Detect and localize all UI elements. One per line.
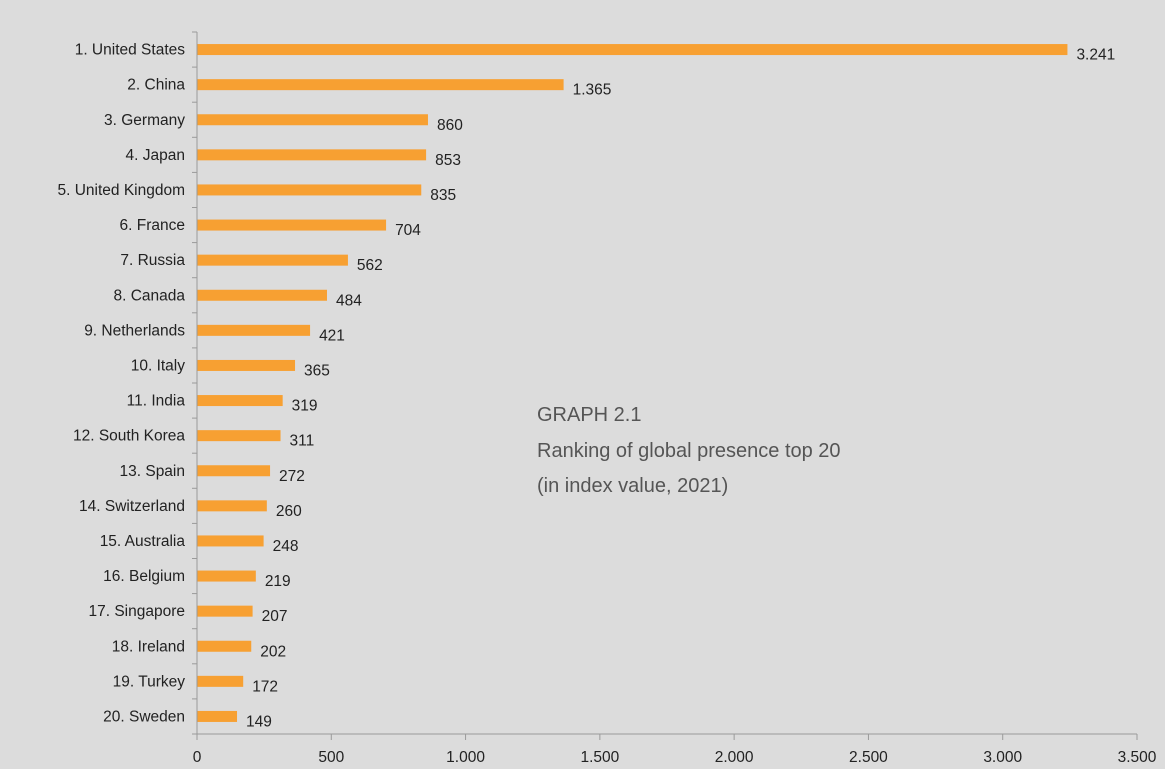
bar [197,79,564,91]
category-label: 1. United States [75,42,186,59]
category-label: 14. Switzerland [79,498,185,515]
data-label: 207 [262,608,288,625]
data-label: 562 [357,257,383,274]
data-label: 484 [336,292,362,309]
x-tick-label: 3.000 [983,749,1022,766]
bar [197,640,252,652]
x-tick-label: 500 [318,749,344,766]
data-label: 3.241 [1076,47,1115,64]
category-label: 4. Japan [126,147,185,164]
bar [197,710,238,722]
bars-layer [197,44,1068,722]
bar [197,44,1068,56]
bar [197,324,311,336]
bar [197,289,327,301]
x-tick-label: 2.000 [715,749,754,766]
bar [197,675,244,687]
data-label: 853 [435,152,461,169]
chart-title: GRAPH 2.1 [537,404,641,426]
data-label: 1.365 [573,82,612,99]
bar [197,219,387,231]
labels-layer: 0 500 1.000 1.500 2.000 2.500 3.000 3.500 1. Uni… [57,42,1156,766]
data-label: 365 [304,362,330,379]
bar [197,254,348,266]
x-tick-label: 2.500 [849,749,888,766]
category-label: 16. Belgium [103,568,185,585]
data-label: 421 [319,327,345,344]
category-label: 20. Sweden [103,708,185,725]
bar [197,184,422,196]
data-label: 248 [273,538,299,555]
bar [197,430,281,442]
category-label: 11. India [127,393,186,410]
x-tick-label: 1.500 [580,749,619,766]
data-label: 272 [279,468,305,485]
data-label: 219 [265,573,291,590]
x-tick-label: 1.000 [446,749,485,766]
data-label: 172 [252,678,278,695]
bar [197,605,253,617]
category-label: 19. Turkey [113,673,186,690]
category-label: 8. Canada [113,287,185,304]
category-label: 2. China [127,77,185,94]
category-label: 18. Ireland [112,638,185,655]
data-label: 319 [292,398,318,415]
data-label: 260 [276,503,302,520]
data-label: 835 [430,187,456,204]
data-label: 860 [437,117,463,134]
category-label: 12. South Korea [73,428,185,445]
category-label: 7. Russia [120,252,185,269]
category-label: 10. Italy [131,357,186,374]
data-label: 704 [395,222,421,239]
bar [197,149,427,161]
chart-subtitle-line-1: Ranking of global presence top 20 [537,440,841,462]
category-label: 6. France [120,217,185,234]
category-label: 15. Australia [100,533,186,550]
category-label: 3. Germany [104,112,185,129]
x-tick-label: 3.500 [1118,749,1157,766]
bar [197,465,271,477]
data-label: 311 [290,433,315,450]
bar [197,500,267,512]
category-label: 5. United Kingdom [57,182,185,199]
category-label: 13. Spain [120,463,186,480]
bar [197,114,428,126]
data-label: 202 [260,643,286,660]
bar [197,535,264,547]
category-label: 17. Singapore [88,603,185,620]
category-label: 9. Netherlands [84,322,185,339]
chart-subtitle-line-2: (in index value, 2021) [537,475,728,497]
bar [197,395,283,407]
bar [197,570,256,582]
x-tick-label: 0 [193,749,202,766]
data-label: 149 [246,713,272,730]
bar [197,359,296,371]
chart-title-block: GRAPH 2.1 Ranking of global presence top… [537,404,841,497]
axis-layer [192,31,1138,740]
